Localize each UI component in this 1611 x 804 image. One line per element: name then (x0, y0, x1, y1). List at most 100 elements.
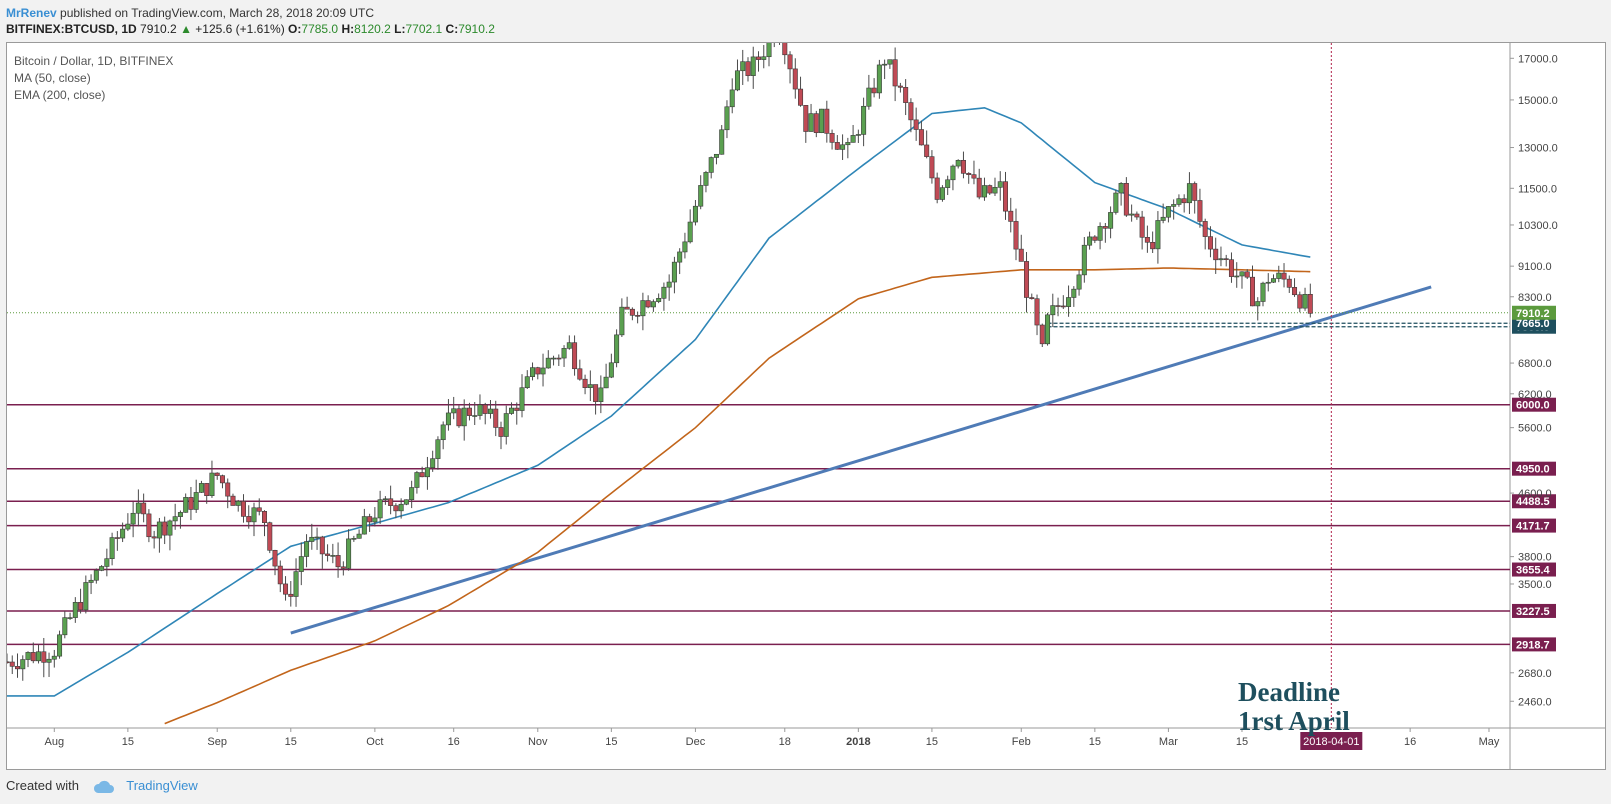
candle-down (225, 482, 231, 497)
candle-down (1055, 305, 1061, 307)
candle-down (367, 516, 373, 523)
deadline-date-label: 2018-04-01 (1303, 736, 1359, 748)
high-label: H: (341, 22, 355, 36)
candle-up (25, 652, 31, 660)
candle-up (472, 415, 478, 417)
candle-up (677, 251, 683, 263)
candle-up (530, 367, 536, 377)
candle-up (1108, 212, 1114, 229)
candle-down (498, 427, 504, 437)
candle-up (708, 157, 714, 173)
legend-ema: EMA (200, close) (14, 88, 106, 102)
candle-down (204, 483, 210, 496)
candle-up (1160, 216, 1166, 221)
footer: Created with TradingView (6, 778, 198, 794)
candle-up (561, 348, 567, 359)
candle-up (850, 135, 856, 143)
candle-up (83, 582, 89, 611)
annotation-line-1: Deadline (1238, 677, 1341, 707)
candle-up (330, 555, 336, 557)
candle-up (125, 523, 131, 530)
time-tick-label: Aug (45, 736, 65, 748)
candle-down (1292, 287, 1298, 296)
candle-down (514, 407, 520, 411)
candle-down (214, 472, 220, 476)
candle-up (382, 498, 388, 501)
price-chart[interactable]: 2460.0 2680.0 2918.7 3227.5 3500.0 3655.43800… (7, 43, 1605, 769)
candle-down (971, 174, 977, 179)
candle-down (1181, 198, 1187, 204)
candle-up (177, 512, 183, 517)
candle-up (703, 172, 709, 186)
candle-down (141, 502, 147, 515)
chart-frame[interactable]: 2460.0 2680.0 2918.7 3227.5 3500.0 3655.4 3800… (6, 42, 1606, 770)
candle-up (377, 499, 383, 519)
candle-up (1087, 236, 1093, 246)
price-tick-label: 15000.0 (1518, 95, 1558, 107)
candle-up (1239, 271, 1245, 277)
candle-down (1192, 183, 1198, 201)
candle-up (840, 144, 846, 150)
candle-up (487, 408, 493, 414)
candle-down (745, 61, 751, 76)
tradingview-link[interactable]: TradingView (126, 778, 198, 793)
candle-down (482, 404, 488, 414)
publish-text: published on TradingView.com, March 28, … (60, 6, 374, 20)
price-tick-label: 3500.0 (1518, 579, 1552, 591)
candle-down (393, 505, 399, 512)
candle-down (897, 85, 903, 88)
candle-down (556, 357, 562, 360)
candle-up (671, 261, 677, 283)
candle-up (51, 655, 57, 660)
price-label: 2918.7 (1516, 639, 1550, 651)
candle-down (813, 113, 819, 134)
candle-up (104, 558, 110, 567)
candle-up (1255, 301, 1261, 307)
candle-down (1281, 272, 1287, 280)
candle-up (1045, 314, 1051, 345)
candle-down (582, 378, 588, 388)
price-tick-label: 2680.0 (1518, 668, 1552, 680)
candle-up (661, 286, 667, 299)
low-value: 7702.1 (405, 22, 443, 36)
candle-down (755, 56, 761, 60)
price-tick-label: 10300.0 (1518, 220, 1558, 232)
candle-up (566, 342, 572, 349)
candle-down (1297, 294, 1303, 309)
candle-down (219, 475, 225, 484)
candle-up (640, 300, 646, 317)
candle-down (114, 537, 120, 539)
candle-down (419, 472, 425, 478)
candle-up (1118, 183, 1124, 194)
candle-up (598, 387, 604, 402)
candle-down (1150, 241, 1156, 250)
candle-up (1050, 305, 1056, 316)
author-link[interactable]: MrRenev (6, 6, 57, 20)
candle-down (966, 173, 972, 175)
candle-up (666, 281, 672, 288)
candle-up (135, 502, 141, 514)
candle-down (1228, 259, 1234, 277)
candle-up (235, 500, 241, 506)
candle-down (162, 521, 168, 536)
candle-down (1307, 294, 1313, 314)
candle-up (608, 362, 614, 378)
candle-up (519, 387, 525, 411)
candle-up (109, 537, 115, 560)
price-label-badge (1512, 461, 1556, 476)
candle-down (283, 583, 289, 595)
time-tick-label: Mar (1159, 736, 1178, 748)
low-label: L: (394, 22, 406, 36)
candle-up (46, 658, 52, 663)
candle-up (545, 357, 551, 369)
open-label: O: (288, 22, 302, 36)
candle-up (614, 334, 620, 364)
candle-down (577, 368, 583, 380)
candle-down (78, 602, 84, 611)
candle-up (861, 105, 867, 135)
high-value: 8120.2 (354, 22, 391, 36)
candle-down (787, 54, 793, 70)
candle-up (1076, 274, 1082, 290)
price-label: 4950.0 (1516, 464, 1550, 476)
candle-up (682, 241, 688, 253)
